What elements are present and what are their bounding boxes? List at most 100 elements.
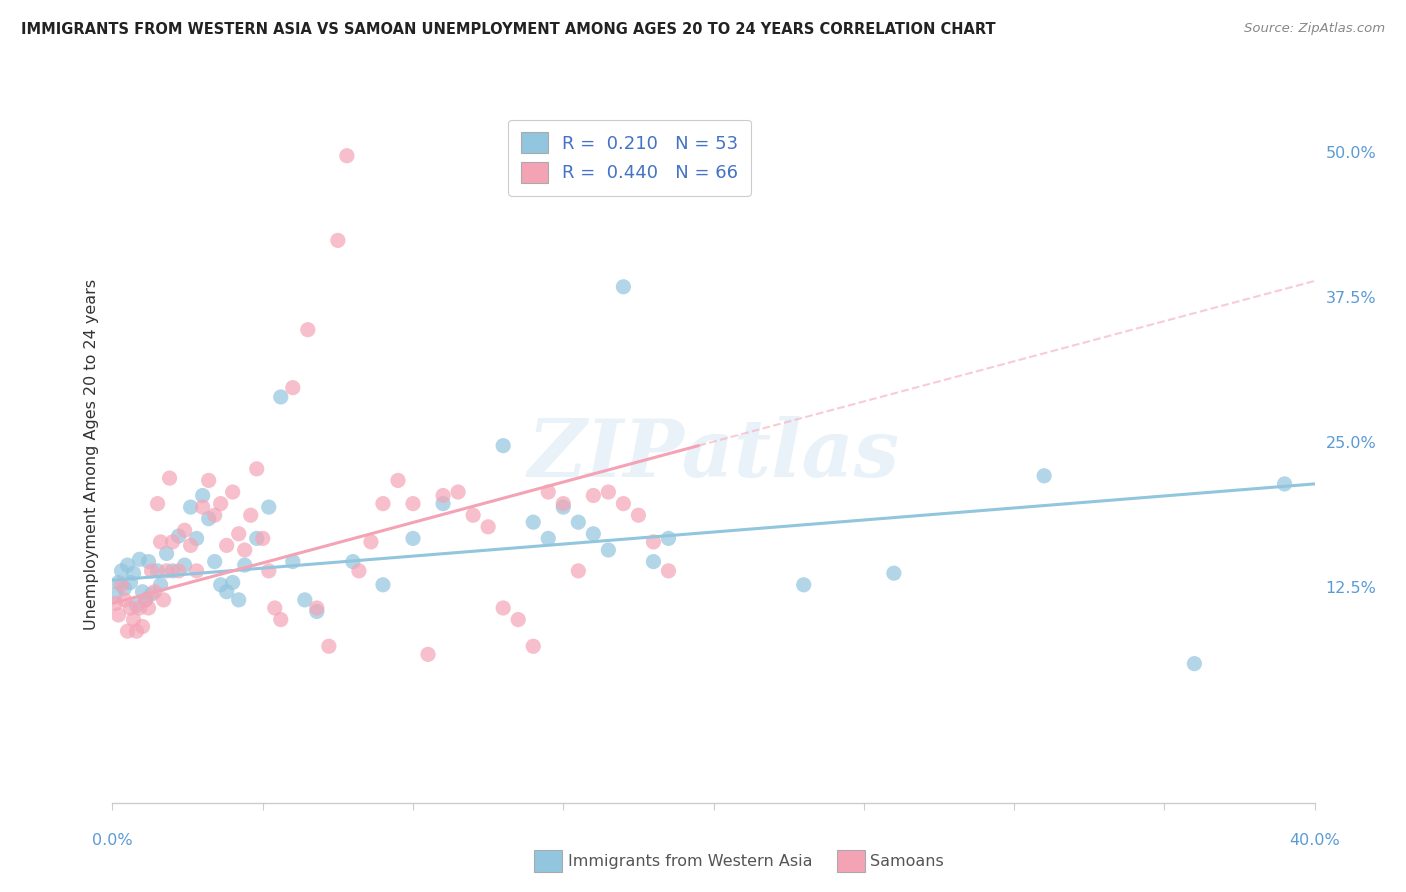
- Point: [598, 543, 620, 558]
- Point: [138, 601, 160, 615]
- Point: [114, 582, 136, 596]
- Point: [598, 485, 620, 500]
- Point: [1184, 657, 1206, 671]
- Point: [107, 575, 129, 590]
- Point: [281, 555, 304, 569]
- Point: [222, 485, 245, 500]
- Point: [371, 497, 394, 511]
- Point: [522, 639, 544, 653]
- Point: [305, 605, 328, 619]
- Point: [209, 497, 232, 511]
- Point: [107, 607, 129, 622]
- Point: [228, 592, 250, 607]
- Point: [191, 500, 214, 514]
- Point: [257, 564, 280, 578]
- Point: [204, 555, 226, 569]
- Point: [567, 515, 589, 529]
- Point: [492, 439, 515, 453]
- Text: Source: ZipAtlas.com: Source: ZipAtlas.com: [1244, 22, 1385, 36]
- Point: [149, 578, 172, 592]
- Point: [246, 462, 269, 476]
- Point: [138, 555, 160, 569]
- Point: [117, 624, 139, 639]
- Point: [627, 508, 650, 523]
- Y-axis label: Unemployment Among Ages 20 to 24 years: Unemployment Among Ages 20 to 24 years: [83, 279, 98, 631]
- Point: [1033, 468, 1056, 483]
- Point: [228, 526, 250, 541]
- Point: [131, 619, 153, 633]
- Point: [402, 532, 425, 546]
- Point: [141, 587, 163, 601]
- Point: [318, 639, 340, 653]
- Point: [197, 511, 219, 525]
- Point: [162, 534, 184, 549]
- Point: [537, 485, 560, 500]
- Point: [159, 471, 181, 485]
- Point: [387, 474, 409, 488]
- Point: [643, 534, 665, 549]
- Point: [643, 555, 665, 569]
- Point: [128, 552, 150, 566]
- Point: [180, 538, 202, 552]
- Point: [508, 613, 530, 627]
- Point: [173, 523, 195, 537]
- Point: [537, 532, 560, 546]
- Point: [135, 592, 157, 607]
- Point: [197, 474, 219, 488]
- Point: [143, 584, 166, 599]
- Point: [416, 648, 439, 662]
- Point: [336, 149, 359, 163]
- Point: [186, 532, 208, 546]
- Point: [432, 497, 454, 511]
- Point: [215, 538, 238, 552]
- Point: [173, 558, 195, 573]
- Point: [110, 564, 132, 578]
- Point: [204, 508, 226, 523]
- Point: [120, 575, 142, 590]
- Point: [246, 532, 269, 546]
- Point: [191, 489, 214, 503]
- Point: [125, 599, 148, 613]
- Point: [155, 564, 177, 578]
- Text: Samoans: Samoans: [870, 855, 943, 869]
- Point: [128, 601, 150, 615]
- Point: [294, 592, 316, 607]
- Legend: R =  0.210   N = 53, R =  0.440   N = 66: R = 0.210 N = 53, R = 0.440 N = 66: [508, 120, 751, 195]
- Point: [215, 584, 238, 599]
- Point: [360, 534, 382, 549]
- Point: [122, 566, 145, 581]
- Point: [492, 601, 515, 615]
- Point: [120, 601, 142, 615]
- Point: [582, 489, 605, 503]
- Point: [152, 592, 174, 607]
- Point: [180, 500, 202, 514]
- Point: [522, 515, 544, 529]
- Point: [110, 578, 132, 592]
- Point: [117, 558, 139, 573]
- Point: [167, 529, 190, 543]
- Point: [553, 500, 575, 514]
- Text: 0.0%: 0.0%: [93, 833, 132, 848]
- Text: 37.5%: 37.5%: [1326, 291, 1376, 306]
- Text: 50.0%: 50.0%: [1326, 146, 1376, 161]
- Point: [1274, 476, 1296, 491]
- Point: [233, 558, 256, 573]
- Text: Immigrants from Western Asia: Immigrants from Western Asia: [568, 855, 813, 869]
- Point: [793, 578, 815, 592]
- Point: [263, 601, 285, 615]
- Point: [270, 613, 292, 627]
- Point: [155, 546, 177, 561]
- Point: [582, 526, 605, 541]
- Point: [371, 578, 394, 592]
- Point: [141, 564, 163, 578]
- Point: [553, 497, 575, 511]
- Point: [281, 381, 304, 395]
- Point: [612, 497, 634, 511]
- Point: [239, 508, 262, 523]
- Point: [104, 596, 127, 610]
- Point: [209, 578, 232, 592]
- Point: [342, 555, 364, 569]
- Point: [477, 520, 499, 534]
- Point: [167, 564, 190, 578]
- Point: [114, 592, 136, 607]
